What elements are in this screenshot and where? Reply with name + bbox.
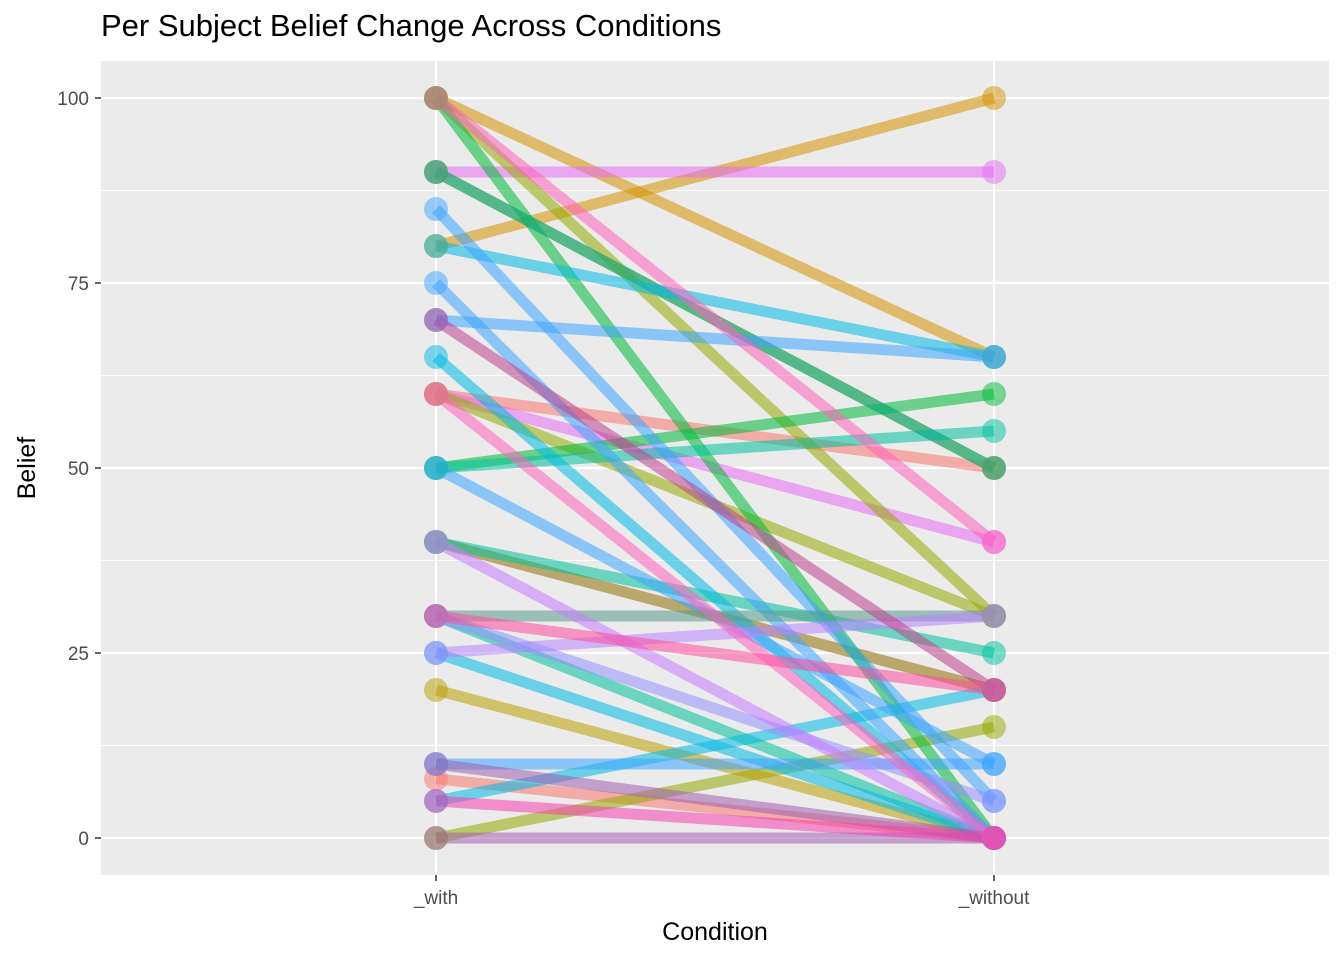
series-point-31-without: [982, 789, 1006, 813]
series-point-19-with: [424, 160, 448, 184]
series-point-5-without: [982, 160, 1006, 184]
y-tick-label: 50: [68, 459, 89, 480]
series-point-38-without: [982, 678, 1006, 702]
series-point-32-with: [424, 530, 448, 554]
series-point-37-with: [424, 382, 448, 406]
series-line-32: [433, 537, 997, 843]
series-point-12-without: [982, 715, 1006, 739]
series-point-28-without: [982, 752, 1006, 776]
series-line-37: [432, 389, 998, 843]
series-point-30-with: [424, 641, 448, 665]
series-point-25-with: [424, 271, 448, 295]
series-point-21-with: [424, 345, 448, 369]
series-line-35: [432, 315, 998, 695]
series-line-38: [435, 610, 995, 696]
series-point-13-with: [424, 678, 448, 702]
series-point-39-with: [424, 789, 448, 813]
series-line-33: [435, 758, 995, 844]
series-line-8: [432, 93, 998, 621]
y-axis: 0 25 50 75 100: [57, 89, 101, 850]
series-point-39-without: [982, 826, 1006, 850]
x-axis-title: Condition: [662, 918, 768, 946]
y-tick-label: 100: [57, 89, 89, 110]
series-point-26-without: [982, 345, 1006, 369]
series-point-35-with: [424, 308, 448, 332]
series-point-1-without: [982, 86, 1006, 110]
series-line-18: [433, 610, 997, 844]
series-point-36-without: [982, 530, 1006, 554]
series-line-2: [433, 93, 997, 362]
series-point-36-with: [424, 86, 448, 110]
series-point-19-without: [982, 456, 1006, 480]
series-point-24-with: [424, 197, 448, 221]
series-line-15: [435, 388, 995, 474]
chart-title: Per Subject Belief Change Across Conditi…: [101, 8, 722, 43]
x-axis: _with _without: [413, 875, 1030, 909]
y-tick-label: 75: [68, 274, 89, 295]
y-tick-label: 0: [78, 829, 89, 850]
series-point-20-with: [424, 234, 448, 258]
series-point-30-without: [982, 604, 1006, 628]
series-line-26: [435, 314, 995, 363]
series-point-38-with: [424, 604, 448, 628]
series-point-34-with: [424, 826, 448, 850]
series-point-17-without: [982, 641, 1006, 665]
y-axis-title: Belief: [13, 437, 41, 500]
series-point-33-with: [424, 752, 448, 776]
series-line-39: [435, 795, 995, 844]
series-points: [424, 86, 1006, 850]
series-lines: [431, 92, 999, 844]
series-point-16-without: [982, 419, 1006, 443]
series-line-36: [432, 93, 998, 547]
series-line-20: [434, 240, 996, 363]
series-point-27-with: [424, 456, 448, 480]
x-tick-label: _with: [413, 888, 458, 909]
x-tick-label: _without: [958, 888, 1030, 909]
series-point-15-without: [982, 382, 1006, 406]
y-tick-label: 25: [68, 644, 89, 665]
